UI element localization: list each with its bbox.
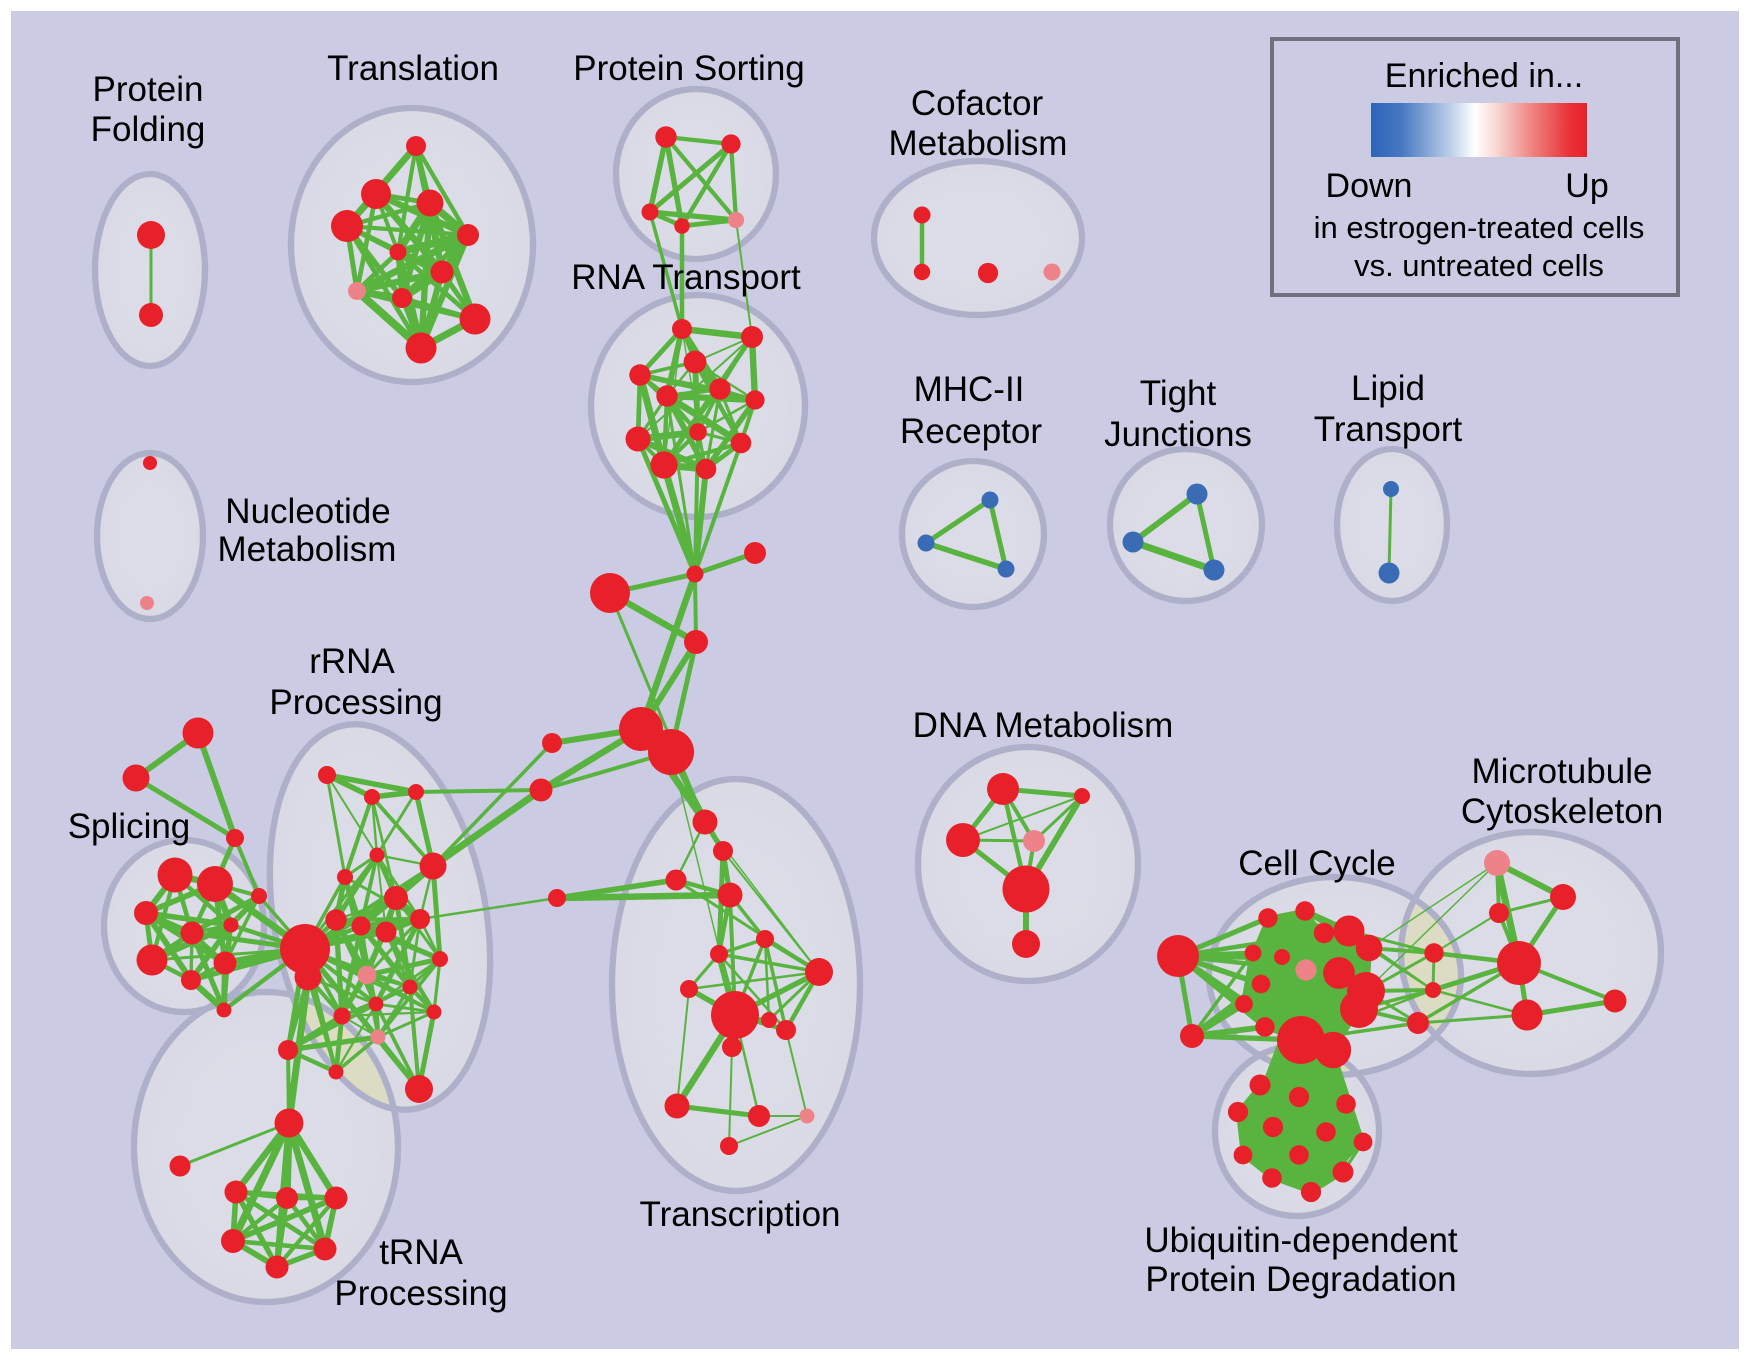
svg-text:Cytoskeleton: Cytoskeleton: [1461, 792, 1663, 831]
svg-text:Tight: Tight: [1140, 374, 1217, 413]
svg-text:Translation: Translation: [327, 49, 499, 88]
svg-text:Protein: Protein: [93, 70, 204, 109]
svg-text:Ubiquitin-dependent: Ubiquitin-dependent: [1144, 1221, 1458, 1260]
svg-text:Down: Down: [1326, 167, 1413, 205]
svg-text:in estrogen-treated cells: in estrogen-treated cells: [1314, 210, 1645, 245]
svg-text:tRNA: tRNA: [379, 1233, 463, 1272]
svg-text:RNA Transport: RNA Transport: [571, 258, 801, 297]
svg-text:DNA Metabolism: DNA Metabolism: [913, 706, 1174, 745]
svg-text:Metabolism: Metabolism: [218, 530, 397, 569]
svg-text:Protein Degradation: Protein Degradation: [1145, 1260, 1456, 1299]
svg-text:Lipid: Lipid: [1351, 369, 1425, 408]
svg-text:Microtubule: Microtubule: [1472, 752, 1653, 791]
svg-text:Enriched in...: Enriched in...: [1385, 57, 1583, 95]
svg-text:Folding: Folding: [91, 110, 206, 149]
svg-text:Cell Cycle: Cell Cycle: [1238, 844, 1396, 883]
svg-text:Junctions: Junctions: [1104, 415, 1252, 454]
svg-text:Transport: Transport: [1314, 410, 1463, 449]
svg-text:Splicing: Splicing: [68, 807, 191, 846]
svg-text:vs. untreated cells: vs. untreated cells: [1354, 248, 1604, 283]
svg-text:Metabolism: Metabolism: [889, 124, 1068, 163]
svg-text:MHC-II: MHC-II: [914, 370, 1025, 409]
svg-text:Protein Sorting: Protein Sorting: [573, 49, 805, 88]
svg-text:Cofactor: Cofactor: [911, 84, 1044, 123]
svg-text:Processing: Processing: [269, 683, 442, 722]
svg-text:Up: Up: [1565, 167, 1608, 205]
svg-text:Receptor: Receptor: [900, 412, 1042, 451]
svg-text:Nucleotide: Nucleotide: [225, 492, 390, 531]
svg-text:Transcription: Transcription: [640, 1195, 841, 1234]
svg-text:rRNA: rRNA: [309, 642, 395, 681]
svg-text:Processing: Processing: [334, 1274, 507, 1313]
